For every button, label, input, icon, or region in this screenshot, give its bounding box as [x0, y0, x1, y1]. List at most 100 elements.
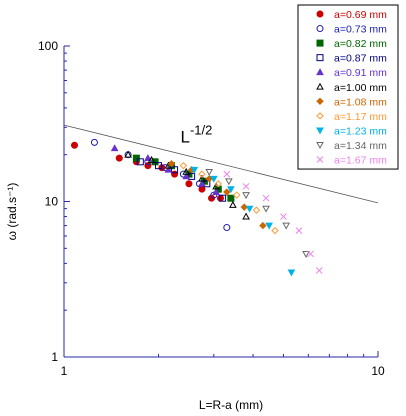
- annotation-layer: L-1/2: [181, 122, 213, 146]
- series-10: [205, 169, 310, 258]
- data-point: [212, 188, 220, 195]
- legend-marker: [316, 54, 324, 62]
- data-point: [136, 158, 144, 166]
- legend-label: a=0.82 mm: [334, 38, 387, 50]
- data-point: [282, 222, 291, 230]
- data-point: [233, 191, 241, 199]
- data-point: [144, 154, 152, 162]
- legend-label: a=1.00 mm: [334, 82, 387, 94]
- data-point: [259, 221, 267, 230]
- data-point: [167, 160, 176, 168]
- reference-line-layer: [63, 124, 379, 204]
- x-axis-label: L=R-a (mm): [199, 398, 263, 412]
- legend-marker: [316, 127, 324, 135]
- data-point: [198, 179, 206, 187]
- data-point: [225, 178, 233, 186]
- data-point: [295, 227, 303, 234]
- legend-label: a=0.91 mm: [334, 67, 387, 79]
- legend-marker: [316, 97, 324, 106]
- y-axis-label: ω (rad.s⁻¹): [5, 183, 19, 241]
- legend-label: a=0.87 mm: [334, 53, 387, 65]
- data-point: [171, 166, 179, 174]
- data-point: [315, 267, 323, 274]
- legend-marker: [316, 142, 324, 149]
- data-point: [171, 170, 179, 178]
- legend-label: a=1.34 mm: [334, 140, 387, 152]
- data-point: [262, 205, 270, 213]
- legend-marker: [316, 39, 324, 47]
- data-point: [209, 175, 218, 183]
- data-point: [265, 222, 273, 230]
- data-point: [287, 269, 296, 277]
- data-point: [182, 167, 191, 175]
- legend-label: a=0.69 mm: [334, 9, 387, 21]
- legend-box: [297, 4, 399, 170]
- data-point: [185, 180, 193, 188]
- data-point: [155, 162, 163, 170]
- series-8: [179, 161, 279, 235]
- data-point: [210, 191, 218, 199]
- data-point: [179, 161, 188, 170]
- data-point: [242, 192, 250, 200]
- legend-marker: [316, 112, 324, 120]
- legend-marker: [316, 156, 324, 163]
- data-point: [223, 170, 231, 178]
- data-point: [198, 174, 206, 182]
- axis-ticks: 1 10 1 10 100: [38, 39, 385, 378]
- data-point: [227, 194, 235, 202]
- data-point: [216, 194, 224, 202]
- data-point: [90, 138, 98, 146]
- data-point: [198, 170, 206, 178]
- legend-label: a=1.17 mm: [334, 111, 387, 123]
- data-point: [124, 150, 132, 158]
- legend-marker: [316, 82, 324, 90]
- y-tick-label: 100: [38, 39, 58, 53]
- data-point: [70, 141, 78, 149]
- data-point: [252, 206, 261, 214]
- series-2: [90, 138, 231, 232]
- data-point: [164, 165, 173, 173]
- data-point: [240, 203, 248, 211]
- data-point: [115, 154, 123, 162]
- data-point: [227, 186, 235, 194]
- data-point: [280, 213, 287, 220]
- slope-annotation: L-1/2: [181, 122, 213, 146]
- data-point: [242, 212, 250, 220]
- data-point: [182, 172, 191, 180]
- x-tick-label: 10: [371, 364, 385, 378]
- series-9: [190, 166, 296, 277]
- data-point: [271, 226, 279, 235]
- data-point: [219, 194, 227, 202]
- y-tick-label: 10: [45, 195, 59, 209]
- legend-label: a=1.23 mm: [334, 125, 387, 137]
- data-point: [110, 144, 119, 152]
- legend-marker: [316, 68, 324, 76]
- data-point: [147, 155, 156, 163]
- legend-marker: [316, 10, 324, 18]
- legend-label: a=0.73 mm: [334, 24, 387, 36]
- slope-annotation-base: L: [181, 127, 190, 146]
- data-point: [214, 180, 222, 188]
- data-point: [245, 205, 254, 213]
- slope-annotation-exponent: -1/2: [190, 122, 212, 137]
- data-marks: [70, 138, 323, 277]
- series-5: [110, 144, 220, 195]
- data-point: [205, 169, 214, 176]
- legend: a=0.69 mm a=0.73 mm a=0.82 mm a=0.87 mm a=0.…: [297, 4, 399, 170]
- data-point: [307, 250, 314, 258]
- data-point: [223, 224, 231, 232]
- legend-label: a=1.08 mm: [334, 96, 387, 108]
- x-tick-label: 1: [61, 364, 68, 378]
- y-tick-label: 1: [51, 350, 58, 364]
- data-point: [223, 188, 231, 196]
- series-11: [223, 170, 323, 274]
- legend-marker: [316, 25, 324, 33]
- legend-label: a=1.67 mm: [334, 155, 387, 167]
- data-point: [262, 194, 270, 202]
- data-point: [229, 200, 237, 208]
- data-point: [132, 154, 140, 162]
- reference-line: [63, 124, 379, 204]
- data-point: [190, 166, 199, 174]
- data-point: [242, 183, 250, 190]
